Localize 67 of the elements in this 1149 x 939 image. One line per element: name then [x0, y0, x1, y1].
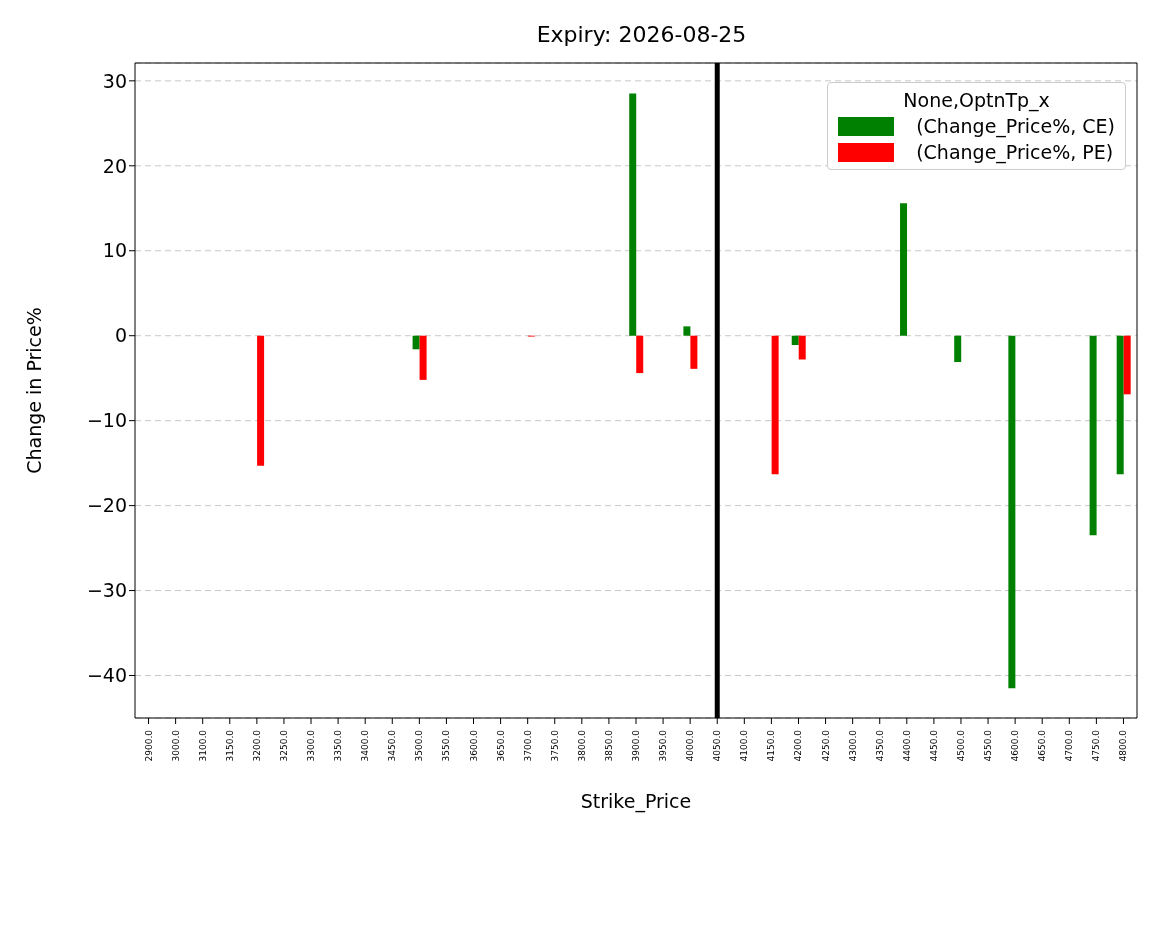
bar: [257, 335, 265, 466]
bar: [690, 335, 698, 369]
bar: [412, 335, 420, 350]
x-tick-label: 3200.0: [251, 729, 262, 762]
bar: [954, 335, 962, 363]
x-axis-title: Strike_Price: [580, 790, 692, 813]
x-tick-label: 4050.0: [712, 729, 723, 762]
x-tick-label: 3950.0: [658, 729, 669, 762]
x-tick-label: 4100.0: [739, 729, 750, 762]
x-tick-label: 3100.0: [197, 729, 208, 762]
legend-label: (Change_Price%, CE): [916, 115, 1115, 137]
y-tick-label: 10: [102, 239, 127, 262]
bar: [798, 335, 806, 360]
x-tick-label: 2900.0: [143, 729, 154, 762]
x-tick-label: 3500.0: [414, 729, 425, 762]
x-tick-label: 4000.0: [685, 729, 696, 762]
x-tick-label: 3650.0: [495, 729, 506, 762]
y-tick-label: 0: [114, 324, 127, 347]
x-tick-label: 4450.0: [928, 729, 939, 762]
x-tick-label: 4800.0: [1118, 729, 1129, 762]
legend-label: (Change_Price%, PE): [916, 141, 1114, 163]
x-tick-label: 3000.0: [170, 729, 181, 762]
x-tick-label: 4650.0: [1037, 729, 1048, 762]
y-tick-label: −40: [86, 664, 127, 687]
y-tick-label: −30: [86, 579, 127, 602]
y-tick-label: 20: [102, 154, 127, 177]
x-tick-label: 4400.0: [901, 729, 912, 762]
x-tick-label: 3600.0: [468, 729, 479, 762]
bar: [1123, 335, 1131, 395]
legend-title: None,OptnTp_x: [902, 89, 1051, 111]
x-tick-label: 4200.0: [793, 729, 804, 762]
y-tick-label: −10: [86, 409, 127, 432]
x-tick-label: 4700.0: [1064, 729, 1075, 762]
y-tick-label: 30: [102, 69, 127, 92]
x-tick-label: 3150.0: [224, 729, 235, 762]
x-tick-label: 3300.0: [306, 729, 317, 762]
x-tick-label: 4250.0: [820, 729, 831, 762]
bar: [629, 93, 637, 336]
x-tick-label: 4300.0: [847, 729, 858, 762]
chart-title: Expiry: 2026-08-25: [535, 22, 748, 47]
x-tick-label: 3350.0: [333, 729, 344, 762]
x-tick-label: 4350.0: [874, 729, 885, 762]
bar: [683, 326, 691, 336]
y-axis-title: Change in Price%: [22, 307, 45, 474]
x-tick-label: 3900.0: [631, 729, 641, 762]
x-tick-label: 3700.0: [522, 729, 533, 762]
x-tick-label: 4600.0: [1010, 729, 1021, 762]
bar: [419, 335, 427, 380]
x-tick-label: 3250.0: [278, 729, 289, 762]
bar: [791, 335, 799, 346]
bar: [771, 335, 779, 475]
x-tick-label: 4750.0: [1091, 729, 1102, 762]
x-tick-label: 4150.0: [766, 729, 777, 762]
y-tick-label: −20: [86, 494, 127, 517]
bar: [1116, 335, 1124, 475]
x-tick-label: 3750.0: [549, 729, 560, 762]
x-tick-label: 4550.0: [983, 729, 994, 762]
bar: [1008, 335, 1016, 689]
x-tick-label: 3850.0: [603, 729, 614, 762]
bar: [636, 335, 644, 374]
x-tick-label: 4500.0: [955, 729, 966, 762]
bar: [900, 203, 908, 336]
x-tick-label: 3450.0: [387, 729, 398, 762]
x-tick-label: 3400.0: [360, 729, 371, 762]
bar: [1089, 335, 1097, 536]
x-tick-label: 3550.0: [441, 729, 452, 762]
x-tick-label: 3800.0: [576, 729, 587, 762]
